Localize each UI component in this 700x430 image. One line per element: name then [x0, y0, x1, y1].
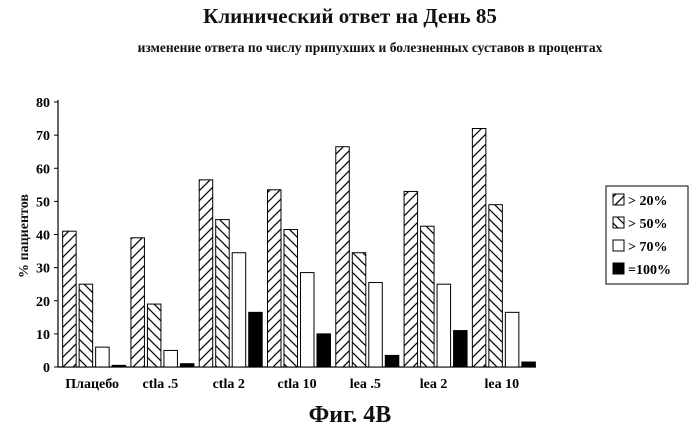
- y-tick-label: 20: [36, 295, 50, 310]
- bars: [62, 128, 536, 368]
- legend-swatch: [612, 239, 625, 252]
- y-tick-label: 30: [36, 262, 50, 277]
- legend-label: > 20%: [628, 194, 667, 209]
- x-tick-label: ctla .5: [143, 377, 179, 392]
- x-tick-label: lea 2: [420, 377, 448, 392]
- bar: [111, 364, 127, 368]
- y-tick-label: 70: [36, 129, 50, 144]
- legend-label: > 70%: [628, 240, 667, 255]
- y-tick-label: 80: [36, 96, 50, 111]
- y-tick-label: 0: [43, 361, 50, 376]
- bar: [283, 229, 298, 368]
- x-tick-labels: Плацебо ctla .5 ctla 2 ctla 10 lea .5 lea 2 le…: [65, 377, 519, 392]
- chart-title: Клинический ответ на День 85: [203, 4, 497, 28]
- y-tick-label: 40: [36, 229, 50, 244]
- bar: [368, 282, 383, 368]
- bar: [351, 252, 367, 368]
- legend-swatch: [612, 216, 625, 229]
- bar: [420, 225, 435, 368]
- bar: [316, 333, 331, 368]
- bar: [163, 349, 178, 368]
- bar: [78, 283, 94, 368]
- legend-label: > 50%: [628, 217, 667, 232]
- bar: [335, 146, 350, 368]
- legend: > 20% > 50% > 70% =100%: [605, 185, 689, 285]
- x-tick-label: lea .5: [350, 377, 381, 392]
- y-tick-label: 60: [36, 162, 50, 177]
- chart-subtitle: изменение ответа по числу припухших и бо…: [137, 40, 603, 55]
- bar: [521, 361, 536, 368]
- bar: [248, 311, 263, 368]
- figure-caption: Фиг. 4B: [308, 402, 392, 428]
- legend-swatch: [612, 193, 625, 206]
- x-tick-label: Плацебо: [65, 377, 119, 392]
- bar: [471, 128, 487, 368]
- bar: [436, 283, 452, 368]
- bar: [179, 363, 195, 368]
- bar: [403, 190, 419, 368]
- bar: [488, 204, 503, 368]
- y-tick-label: 10: [36, 328, 50, 343]
- legend-label: =100%: [628, 263, 671, 278]
- x-tick-label: ctla 2: [213, 377, 245, 392]
- bar: [215, 219, 230, 368]
- bar: [453, 330, 468, 368]
- bar: [62, 230, 77, 368]
- bar: [95, 346, 110, 368]
- x-tick-label: lea 10: [485, 377, 520, 392]
- y-tick-label: 50: [36, 195, 50, 210]
- x-tick-label: ctla 10: [277, 377, 316, 392]
- bar: [146, 303, 162, 368]
- bar: [198, 179, 214, 368]
- bar: [504, 311, 520, 368]
- bar: [384, 354, 400, 368]
- bar: [267, 189, 282, 368]
- legend-swatch: [612, 262, 625, 275]
- bar: [231, 252, 247, 368]
- bar: [130, 237, 145, 368]
- bar: [300, 272, 315, 368]
